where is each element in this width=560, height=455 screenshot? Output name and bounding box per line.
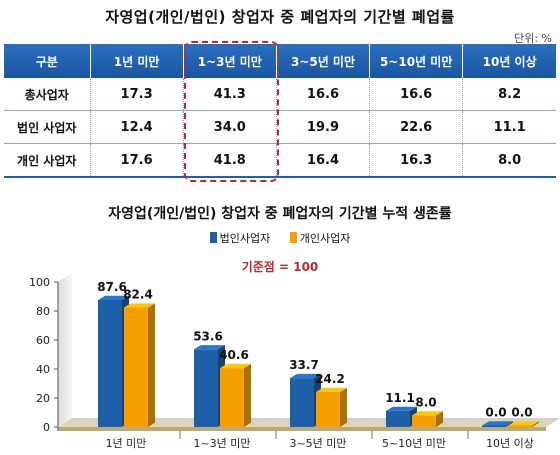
bar-법인사업자-1년 미만 <box>98 299 122 427</box>
bar-top <box>98 295 129 300</box>
table-cell: 8.0 <box>462 143 556 178</box>
legend-item: 법인사업자 <box>209 230 271 246</box>
bar-top <box>316 387 347 392</box>
bar-top <box>290 373 321 379</box>
data-label: 40.6 <box>219 348 249 362</box>
x-tick-label: 5~10년 미만 <box>382 437 446 450</box>
bar-side <box>506 421 513 427</box>
table-header-cell: 5~10년 미만 <box>369 44 464 78</box>
bar-법인사업자-5~10년 미만 <box>386 410 410 427</box>
table-cell: 8.2 <box>462 78 556 111</box>
chart-floor-edge <box>58 427 546 431</box>
y-tick-label: 20 <box>36 392 50 405</box>
bar-top <box>194 345 225 350</box>
table-cell: 17.3 <box>90 78 184 111</box>
bar-법인사업자-1~3년 미만 <box>194 349 218 427</box>
chart-annotation: 기준점 = 100 <box>241 260 319 274</box>
x-tick-label: 1~3년 미만 <box>193 437 250 450</box>
data-label: 8.0 <box>415 395 436 409</box>
bar-법인사업자-10년 이상 <box>482 425 506 427</box>
x-tick-label: 3~5년 미만 <box>289 437 346 450</box>
table-row: 총사업자 17.3 41.3 16.6 16.6 8.2 <box>4 78 556 111</box>
table-cell: 22.6 <box>369 110 464 144</box>
table-cell: 19.9 <box>276 110 371 144</box>
bar-side <box>532 421 539 427</box>
row-label: 법인 사업자 <box>4 110 91 144</box>
data-label: 53.6 <box>193 329 223 343</box>
bar-개인사업자-10년 이상 <box>508 425 532 427</box>
survival-bar-chart: 0 20 40 60 80 100 87.682.4 1년 미만 53.6 40.6 1~3년 미… <box>29 273 560 450</box>
bar-개인사업자-1년 미만 <box>124 307 148 427</box>
data-label: 0.0 <box>511 406 532 420</box>
table-row: 법인 사업자 12.4 34.0 19.9 22.6 11.1 <box>4 110 556 144</box>
table-header-cell: 10년 이상 <box>462 44 556 78</box>
table-cell: 16.6 <box>369 78 464 111</box>
legend-label: 법인사업자 <box>219 232 271 245</box>
table-header-cell: 1~3년 미만 <box>183 44 277 78</box>
bar-개인사업자-3~5년 미만 <box>316 391 340 427</box>
table-cell: 11.1 <box>462 110 556 144</box>
table-cell: 12.4 <box>90 110 184 144</box>
chart-title: 자영업(개인/법인) 창업자 중 폐업자의 기간별 누적 생존률 <box>108 206 452 222</box>
bar-top <box>220 363 251 369</box>
table-row: 개인 사업자 17.6 41.8 16.4 16.3 8.0 <box>4 143 556 178</box>
closure-rate-table: 구분 1년 미만 1~3년 미만 3~5년 미만 5~10년 미만 10년 이상… <box>4 44 556 178</box>
legend-swatch-corporate <box>209 232 217 243</box>
y-tick-label: 60 <box>36 334 50 347</box>
data-label: 87.6 <box>97 280 127 294</box>
legend-item: 개인사업자 <box>289 230 351 246</box>
data-label: 82.4 <box>123 288 153 302</box>
legend-label: 개인사업자 <box>299 232 351 245</box>
chart-side-wall <box>58 273 72 427</box>
bar-top <box>124 303 155 308</box>
data-label: 0.0 <box>485 406 506 420</box>
bar-side <box>436 411 443 427</box>
highlight-box <box>184 41 279 182</box>
table-cell: 16.6 <box>276 78 371 111</box>
bar-side <box>148 303 155 427</box>
x-tick-label: 1년 미만 <box>106 437 147 450</box>
chart-marks: 87.682.4 1년 미만 53.6 40.6 1~3년 미만 33.724.2 3~5년… <box>97 280 539 450</box>
table-cell: 16.3 <box>369 143 464 178</box>
unit-label: 단위: % <box>514 32 552 45</box>
table-header-row: 구분 1년 미만 1~3년 미만 3~5년 미만 5~10년 미만 10년 이상 <box>4 44 556 78</box>
bar-top <box>508 421 539 426</box>
row-label: 개인 사업자 <box>4 143 91 178</box>
legend-swatch-individual <box>289 232 297 243</box>
table-cell: 41.8 <box>183 143 277 178</box>
table-cell: 41.3 <box>183 78 277 111</box>
table-header-cell: 1년 미만 <box>90 44 184 78</box>
y-tick-label: 100 <box>29 276 50 289</box>
table-cell: 34.0 <box>183 110 277 144</box>
bar-side <box>244 363 251 427</box>
bar-개인사업자-5~10년 미만 <box>412 415 436 427</box>
data-label: 11.1 <box>385 391 415 405</box>
data-label: 24.2 <box>315 372 345 386</box>
bar-top <box>482 421 513 426</box>
bar-top <box>386 406 417 411</box>
table-cell: 17.6 <box>90 143 184 178</box>
y-tick-label: 80 <box>36 305 50 318</box>
row-label: 총사업자 <box>4 78 91 111</box>
bar-법인사업자-3~5년 미만 <box>290 378 314 427</box>
data-label: 33.7 <box>289 358 319 372</box>
x-tick-label: 10년 이상 <box>486 437 534 450</box>
table-header-cell: 구분 <box>4 44 91 78</box>
table-cell: 16.4 <box>276 143 371 178</box>
bar-개인사업자-1~3년 미만 <box>220 368 244 427</box>
bar-top <box>412 411 443 416</box>
table-title: 자영업(개인/법인) 창업자 중 폐업자의 기간별 폐업률 <box>105 8 455 26</box>
y-tick-label: 40 <box>36 363 50 376</box>
y-tick-label: 0 <box>43 421 50 434</box>
table-header-cell: 3~5년 미만 <box>276 44 371 78</box>
bar-side <box>340 387 347 427</box>
chart-legend: 법인사업자 개인사업자 <box>0 230 560 246</box>
